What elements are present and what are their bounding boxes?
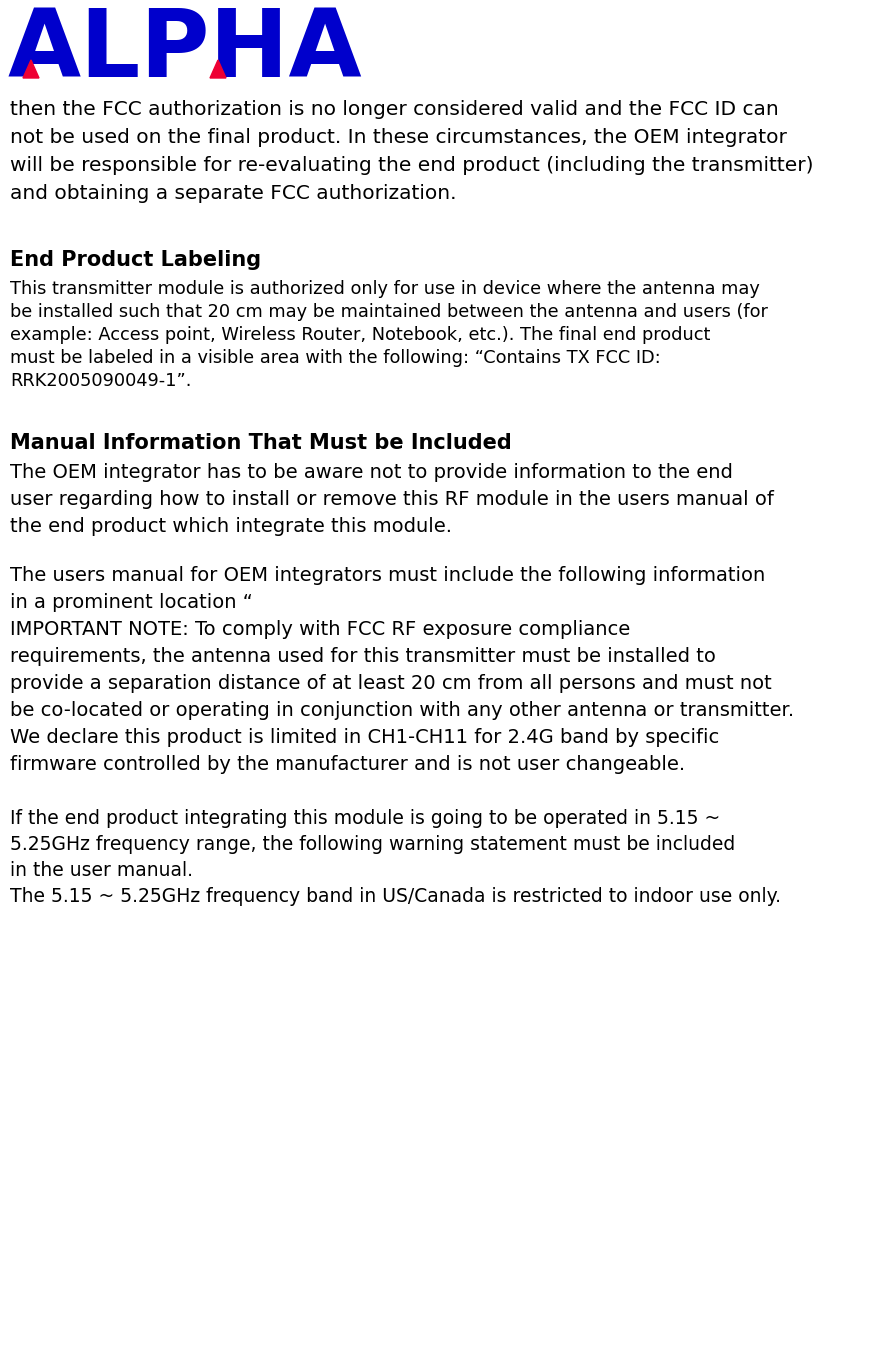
Text: ALPHA: ALPHA xyxy=(8,5,362,97)
Polygon shape xyxy=(23,60,39,78)
Text: be co-located or operating in conjunction with any other antenna or transmitter.: be co-located or operating in conjunctio… xyxy=(10,701,793,720)
Text: Manual Information That Must be Included: Manual Information That Must be Included xyxy=(10,432,511,453)
Text: in a prominent location “: in a prominent location “ xyxy=(10,593,253,612)
Text: IMPORTANT NOTE: To comply with FCC RF exposure compliance: IMPORTANT NOTE: To comply with FCC RF ex… xyxy=(10,621,629,638)
Text: RRK2005090049-1”.: RRK2005090049-1”. xyxy=(10,372,191,390)
Text: The users manual for OEM integrators must include the following information: The users manual for OEM integrators mus… xyxy=(10,566,765,585)
Text: requirements, the antenna used for this transmitter must be installed to: requirements, the antenna used for this … xyxy=(10,647,715,666)
Text: be installed such that 20 cm may be maintained between the antenna and users (fo: be installed such that 20 cm may be main… xyxy=(10,303,767,321)
Text: 5.25GHz frequency range, the following warning statement must be included: 5.25GHz frequency range, the following w… xyxy=(10,835,734,854)
Text: the end product which integrate this module.: the end product which integrate this mod… xyxy=(10,517,452,536)
Text: must be labeled in a visible area with the following: “Contains TX FCC ID:: must be labeled in a visible area with t… xyxy=(10,349,660,367)
Text: We declare this product is limited in CH1-CH11 for 2.4G band by specific: We declare this product is limited in CH… xyxy=(10,728,719,747)
Text: example: Access point, Wireless Router, Notebook, etc.). The final end product: example: Access point, Wireless Router, … xyxy=(10,326,710,344)
Text: The 5.15 ~ 5.25GHz frequency band in US/Canada is restricted to indoor use only.: The 5.15 ~ 5.25GHz frequency band in US/… xyxy=(10,887,780,906)
Polygon shape xyxy=(209,60,226,78)
Text: in the user manual.: in the user manual. xyxy=(10,861,193,880)
Text: not be used on the final product. In these circumstances, the OEM integrator: not be used on the final product. In the… xyxy=(10,128,786,147)
Text: user regarding how to install or remove this RF module in the users manual of: user regarding how to install or remove … xyxy=(10,490,773,509)
Text: This transmitter module is authorized only for use in device where the antenna m: This transmitter module is authorized on… xyxy=(10,280,759,297)
Text: provide a separation distance of at least 20 cm from all persons and must not: provide a separation distance of at leas… xyxy=(10,674,771,693)
Text: and obtaining a separate FCC authorization.: and obtaining a separate FCC authorizati… xyxy=(10,184,456,203)
Text: firmware controlled by the manufacturer and is not user changeable.: firmware controlled by the manufacturer … xyxy=(10,756,685,773)
Text: The OEM integrator has to be aware not to provide information to the end: The OEM integrator has to be aware not t… xyxy=(10,462,732,481)
Text: then the FCC authorization is no longer considered valid and the FCC ID can: then the FCC authorization is no longer … xyxy=(10,100,778,119)
Text: will be responsible for re-evaluating the end product (including the transmitter: will be responsible for re-evaluating th… xyxy=(10,155,813,175)
Text: If the end product integrating this module is going to be operated in 5.15 ~: If the end product integrating this modu… xyxy=(10,809,720,828)
Text: End Product Labeling: End Product Labeling xyxy=(10,250,261,270)
